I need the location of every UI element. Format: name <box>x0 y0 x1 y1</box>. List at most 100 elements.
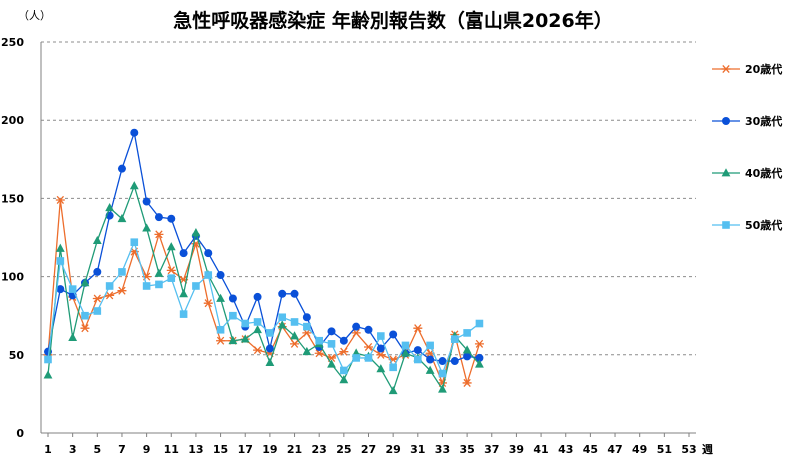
data-point <box>154 213 163 222</box>
x-tick-label: 17 <box>238 443 253 456</box>
data-point <box>179 310 188 318</box>
data-point <box>93 307 102 315</box>
data-point <box>339 347 349 356</box>
x-tick-label: 33 <box>435 443 450 456</box>
data-point <box>475 353 484 362</box>
data-point <box>142 223 152 232</box>
data-point <box>228 335 238 345</box>
data-point <box>438 384 447 393</box>
data-point <box>463 329 471 337</box>
x-tick-label: 15 <box>213 443 228 456</box>
data-point <box>450 335 459 343</box>
data-point <box>216 293 225 302</box>
legend-item: 20歳代 <box>712 62 782 76</box>
legend-label: 20歳代 <box>745 62 782 76</box>
series-line <box>47 240 480 376</box>
data-point <box>142 197 151 206</box>
data-point <box>92 235 102 245</box>
data-point <box>302 346 312 356</box>
y-tick-label: 0 <box>16 427 24 440</box>
x-tick-label: 35 <box>459 443 474 456</box>
y-tick-label: 200 <box>1 114 24 127</box>
x-tick-label: 13 <box>188 443 203 456</box>
data-point <box>438 369 447 378</box>
data-point <box>56 257 65 265</box>
data-point <box>302 313 311 322</box>
data-point <box>167 214 176 223</box>
data-point <box>475 319 484 328</box>
legend-item: 40歳代 <box>712 166 782 180</box>
x-tick-label: 19 <box>262 443 277 456</box>
data-point <box>413 324 423 333</box>
legend-marker <box>722 117 730 125</box>
data-point <box>401 348 410 357</box>
data-point <box>377 332 385 340</box>
data-point <box>364 354 373 362</box>
x-tick-label: 23 <box>312 443 327 456</box>
x-tick-label: 1 <box>44 443 52 456</box>
data-point <box>463 352 472 361</box>
x-tick-label: 5 <box>93 443 101 456</box>
data-point <box>142 282 151 290</box>
data-point <box>290 318 299 326</box>
legend-marker <box>722 221 730 229</box>
data-point <box>203 299 213 308</box>
data-point <box>376 350 386 359</box>
data-point <box>426 341 434 350</box>
data-point <box>364 342 373 352</box>
x-tick-label: 7 <box>118 443 126 456</box>
data-point <box>462 378 472 387</box>
y-tick-label: 100 <box>1 271 24 284</box>
data-point <box>253 346 263 355</box>
data-point <box>253 292 262 301</box>
data-point <box>302 328 312 337</box>
data-point <box>352 354 360 362</box>
data-point <box>266 329 274 337</box>
legend-label: 40歳代 <box>745 166 782 180</box>
data-point <box>179 289 188 298</box>
data-point <box>438 357 447 366</box>
data-point <box>130 128 139 137</box>
x-tick-label: 3 <box>69 443 77 456</box>
data-point <box>413 346 422 355</box>
legend-label: 50歳代 <box>745 218 782 232</box>
x-axis-unit: 週 <box>702 442 713 456</box>
data-point <box>340 366 348 375</box>
x-tick-label: 29 <box>385 443 400 456</box>
series-50歳代 <box>44 238 484 378</box>
data-point <box>204 249 213 258</box>
data-point <box>92 294 102 303</box>
data-point <box>56 285 65 294</box>
x-tick-label: 41 <box>533 443 548 456</box>
data-point <box>388 385 398 395</box>
data-point <box>426 355 435 364</box>
data-point <box>475 359 484 368</box>
data-point <box>167 274 176 282</box>
data-point <box>93 267 102 276</box>
data-point <box>105 291 115 300</box>
data-point <box>191 228 201 237</box>
data-point <box>80 324 90 333</box>
data-point <box>290 289 299 298</box>
legend-label: 30歳代 <box>745 114 782 128</box>
x-tick-label: 11 <box>164 443 179 456</box>
data-point <box>425 365 435 374</box>
data-point <box>401 341 410 350</box>
data-point <box>303 322 311 331</box>
data-point <box>44 355 52 364</box>
data-point <box>105 202 115 212</box>
y-tick-label: 250 <box>1 36 24 49</box>
data-point <box>55 195 65 204</box>
chart-title: 急性呼吸器感染症 年齢別報告数（富山県2026年） <box>173 9 613 32</box>
data-point <box>204 271 213 279</box>
legend: 20歳代 30歳代 40歳代 50歳代 <box>712 62 782 232</box>
x-tick-label: 21 <box>287 443 302 456</box>
data-point <box>81 311 89 320</box>
y-tick-label: 150 <box>1 192 24 205</box>
data-point <box>68 332 78 341</box>
data-point <box>228 294 237 303</box>
data-point <box>376 344 385 353</box>
data-point <box>364 325 373 334</box>
data-point <box>154 268 164 277</box>
